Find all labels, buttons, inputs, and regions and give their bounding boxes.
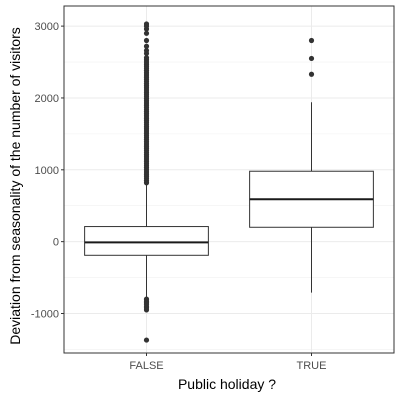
outlier-point <box>143 337 150 343</box>
outlier-point <box>143 21 150 27</box>
outlier-point <box>143 37 150 44</box>
outlier-point <box>308 55 315 62</box>
outlier-point <box>143 307 150 313</box>
y-tick-label: -1000 <box>31 308 59 320</box>
plot-panel <box>63 5 395 354</box>
x-tick-label: FALSE <box>129 360 163 372</box>
y-tick-label: 3000 <box>35 21 59 33</box>
y-tick-label: 0 <box>53 237 59 249</box>
outlier-point <box>308 37 315 44</box>
outlier-point <box>143 47 150 54</box>
outlier-point <box>308 71 315 77</box>
y-tick-label: 1000 <box>35 165 59 177</box>
x-axis-title: Public holiday ? <box>178 376 276 392</box>
box-false <box>84 21 209 343</box>
iqr-box <box>84 226 209 256</box>
outlier-point <box>143 55 150 61</box>
box-true <box>249 37 374 293</box>
outlier-point <box>143 43 150 49</box>
x-tick-label: TRUE <box>297 360 327 372</box>
panel-border <box>63 5 395 354</box>
outlier-point <box>143 30 150 36</box>
y-tick-label: 2000 <box>35 93 59 105</box>
y-axis-title: Deviation from seasonality of the number… <box>7 27 23 344</box>
